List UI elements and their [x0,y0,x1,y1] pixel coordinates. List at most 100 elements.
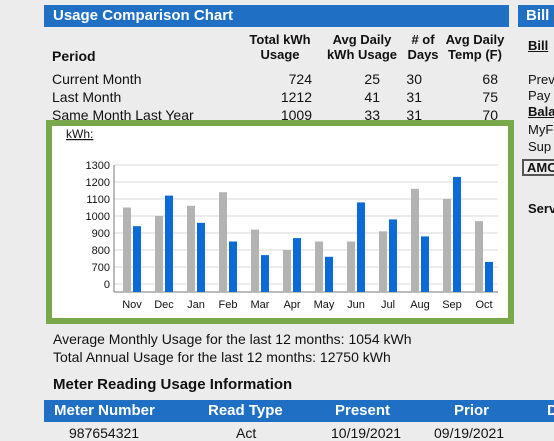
bill-panel-line: Bala [528,104,554,119]
bar-prior-year [379,231,387,292]
y-tick-label: 1200 [86,177,110,189]
present-date: 10/19/2021 [331,425,402,441]
bar-prior-year [187,205,195,292]
bill-panel-line: Prev [528,72,554,87]
row-temp: 68 [482,71,498,87]
row-label: Same Month Last Year [52,107,194,123]
bar-prior-year [283,250,291,292]
x-tick-label: Mar [251,299,270,311]
bar-current-year [485,261,493,292]
usage-row: Same Month Last Year 1009 33 31 70 [52,107,507,125]
bar-prior-year [123,207,131,292]
y-tick-label: 800 [92,245,110,257]
y-axis-label: kWh: [66,127,93,141]
bar-current-year [229,241,237,292]
x-tick-label: Jan [187,299,205,311]
avg-header-line1: Avg Daily [332,32,392,47]
usage-row: Last Month 1212 41 31 75 [52,89,507,107]
temp-header: Avg Daily Temp (F) [442,32,508,62]
usage-chart: 1300 1200 1100 1000 900 800 700 0 kWh: Nov Dec Jan F… [46,120,514,324]
x-tick-label: Jun [347,299,365,311]
prior-header: Prior [454,402,490,419]
present-header: Present [335,402,391,419]
days-header: # of Days [406,32,440,62]
row-label: Current Month [52,71,142,87]
bar-current-year [261,255,269,292]
bar-current-year [357,202,365,292]
total-header: Total kWh Usage [248,32,312,62]
amount-due-box: AMO [522,159,554,176]
row-label: Last Month [52,89,122,105]
bar-prior-year [155,216,163,292]
x-tick-label: Feb [219,299,238,311]
usage-bar-chart: 1300 1200 1100 1000 900 800 700 0 kWh: Nov Dec Jan F… [66,127,498,311]
total-header-line2: Usage [260,47,300,62]
row-total: 1009 [280,107,312,123]
bar-prior-year [475,221,483,292]
y-tick-label: 900 [92,228,110,240]
bar-current-year [453,176,461,292]
meter-section-title: Meter Reading Usage Information [53,376,293,393]
bill-panel-line: Bill [528,38,549,53]
bar-current-year [389,219,397,292]
bar-prior-year [443,199,451,292]
bill-panel-line: Sup [528,139,552,154]
row-avg: 41 [364,89,380,105]
x-tick-label: Dec [154,299,174,311]
row-temp: 75 [482,89,498,105]
read-type: Act [236,425,257,441]
meter-number: 987654321 [69,425,140,441]
bar-current-year [197,222,205,292]
bill-panel-line: MyF [528,122,554,137]
row-avg: 33 [364,107,380,123]
read-type-header: Read Type [208,402,283,419]
bar-prior-year [219,192,227,292]
temp-header-line1: Avg Daily [445,32,505,47]
annual-usage-text: Total Annual Usage for the last 12 month… [53,349,391,365]
y-tick-label: 1300 [86,160,110,172]
meter-number-header: Meter Number [54,402,155,419]
bar-prior-year [251,229,259,292]
x-tick-label: Aug [410,299,430,311]
bar-prior-year [411,188,419,292]
x-tick-label: May [314,299,335,311]
bar-prior-year [347,241,355,292]
prior-date: 09/19/2021 [434,425,505,441]
x-tick-label: Oct [475,299,492,311]
avg-header-line2: kWh Usage [326,47,398,62]
y-tick-label: 1000 [86,211,110,223]
avg-header: Avg Daily kWh Usage [324,32,400,62]
x-tick-label: Nov [122,299,142,311]
row-total: 724 [288,71,312,87]
bar-current-year [165,195,173,292]
meter-table-header: Meter Number Read Type Present Prior D [44,400,554,422]
bar-prior-year [315,241,323,292]
bill-panel-title: Bill [518,5,554,27]
average-usage-text: Average Monthly Usage for the last 12 mo… [53,331,412,347]
row-days: 31 [406,107,422,123]
usage-chart-title: Usage Comparison Chart [44,5,509,27]
x-tick-label: Sep [442,299,462,311]
row-temp: 70 [482,107,498,123]
period-header: Period [52,48,96,64]
x-tick-label: Jul [381,299,395,311]
days-header-line1: # of [411,32,435,47]
row-avg: 25 [364,71,380,87]
temp-header-line2: Temp (F) [448,47,502,62]
row-days: 31 [406,89,422,105]
row-total: 1212 [280,89,312,105]
y-tick-label: 0 [104,279,110,291]
total-header-line1: Total kWh [249,32,311,47]
days-header-truncated: D [547,402,554,419]
row-days: 30 [406,71,422,87]
bar-current-year [133,226,141,292]
bar-current-year [325,256,333,292]
y-tick-label: 700 [92,262,110,274]
bar-current-year [293,238,301,292]
bar-current-year [421,236,429,292]
y-tick-label: 1100 [86,194,110,206]
bill-panel-line: Pay [528,88,551,103]
usage-row: Current Month 724 25 30 68 [52,71,507,89]
days-header-line2: Days [407,47,439,62]
bill-panel-line: Serv [528,201,554,216]
